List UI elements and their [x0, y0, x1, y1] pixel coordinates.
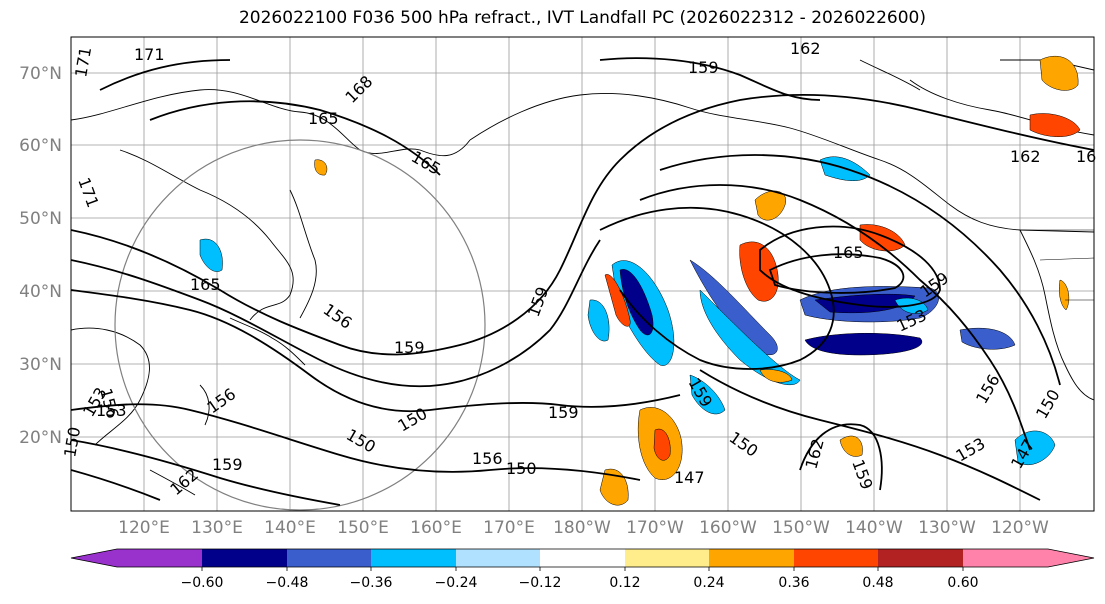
- latitude-label: 60°N: [19, 136, 62, 156]
- longitude-label: 120°E: [118, 518, 170, 538]
- contour-label: 159: [212, 455, 243, 474]
- longitude-label: 170°W: [626, 518, 684, 538]
- latitude-labels: 70°N 60°N 50°N 40°N 30°N 20°N: [19, 64, 62, 448]
- longitude-label: 150°W: [772, 518, 830, 538]
- contour-label: 159: [548, 403, 579, 422]
- colorbar-tick-label: 0.60: [947, 575, 978, 591]
- longitude-label: 160°W: [699, 518, 757, 538]
- colorbar-segment: [963, 549, 1048, 567]
- longitude-label: 180°W: [553, 518, 611, 538]
- latitude-label: 40°N: [19, 282, 62, 302]
- latitude-label: 20°N: [19, 428, 62, 448]
- colorbar-tick-label: 0.36: [778, 575, 809, 591]
- longitude-label: 170°E: [483, 518, 535, 538]
- contour-label: 159: [394, 338, 425, 357]
- colorbar-tick-label: −0.12: [519, 575, 562, 591]
- colorbar-segment: [794, 549, 878, 567]
- colorbar-tick-label: 0.24: [693, 575, 724, 591]
- contour-label: 16: [1076, 147, 1096, 166]
- contour-label: 153: [96, 401, 127, 420]
- longitude-label: 140°E: [264, 518, 316, 538]
- height-contours: [71, 57, 1094, 506]
- contour-label: 150: [506, 459, 537, 478]
- contour-label: 171: [134, 45, 165, 64]
- latitude-label: 30°N: [19, 355, 62, 375]
- colorbar: −0.60 −0.48 −0.36 −0.24 −0.12 0.12 0.24 …: [70, 548, 1095, 591]
- longitude-label: 160°E: [410, 518, 462, 538]
- colorbar-tick-label: −0.24: [435, 575, 478, 591]
- map-panel: [71, 37, 1094, 511]
- contour-label: 165: [833, 243, 864, 262]
- colorbar-segment: [117, 549, 202, 567]
- colorbar-segment: [71, 549, 117, 567]
- colorbar-tick-label: 0.48: [862, 575, 893, 591]
- colorbar-tick-label: −0.48: [266, 575, 309, 591]
- latitude-label: 50°N: [19, 209, 62, 229]
- longitude-label: 120°W: [991, 518, 1049, 538]
- longitude-label: 130°E: [191, 518, 243, 538]
- landfall-circle: [114, 139, 486, 511]
- longitude-label: 140°W: [845, 518, 903, 538]
- country-borders: [1020, 229, 1094, 301]
- longitude-labels: 120°E 130°E 140°E 150°E 160°E 170°E 180°…: [118, 518, 1049, 538]
- colorbar-segment: [456, 549, 540, 567]
- contour-label: 159: [688, 58, 719, 77]
- colorbar-segment: [371, 549, 456, 567]
- colorbar-outline: [70, 548, 1095, 568]
- colorbar-segment: [202, 549, 287, 567]
- colorbar-segment: [625, 549, 709, 567]
- longitude-label: 130°W: [918, 518, 976, 538]
- colorbar-segment: [1048, 549, 1094, 567]
- colorbar-tick-label: 0.12: [609, 575, 640, 591]
- contour-label: 147: [674, 468, 705, 487]
- contour-label: 165: [190, 275, 221, 294]
- map-title: 2026022100 F036 500 hPa refract., IVT La…: [238, 8, 926, 28]
- contour-label: 162: [790, 39, 821, 58]
- colorbar-segment: [709, 549, 794, 567]
- latitude-label: 70°N: [19, 64, 62, 84]
- longitude-label: 150°E: [337, 518, 389, 538]
- contour-label: 165: [308, 109, 339, 128]
- shading-patches: [199, 55, 1081, 506]
- colorbar-segment: [878, 549, 963, 567]
- map-frame: [70, 36, 1095, 512]
- contour-label: 162: [1010, 147, 1041, 166]
- colorbar-segment: [287, 549, 371, 567]
- contour-label: 156: [472, 449, 503, 468]
- colorbar-segment: [540, 549, 625, 567]
- colorbar-tick-label: −0.36: [350, 575, 393, 591]
- colorbar-tick-label: −0.60: [181, 575, 224, 591]
